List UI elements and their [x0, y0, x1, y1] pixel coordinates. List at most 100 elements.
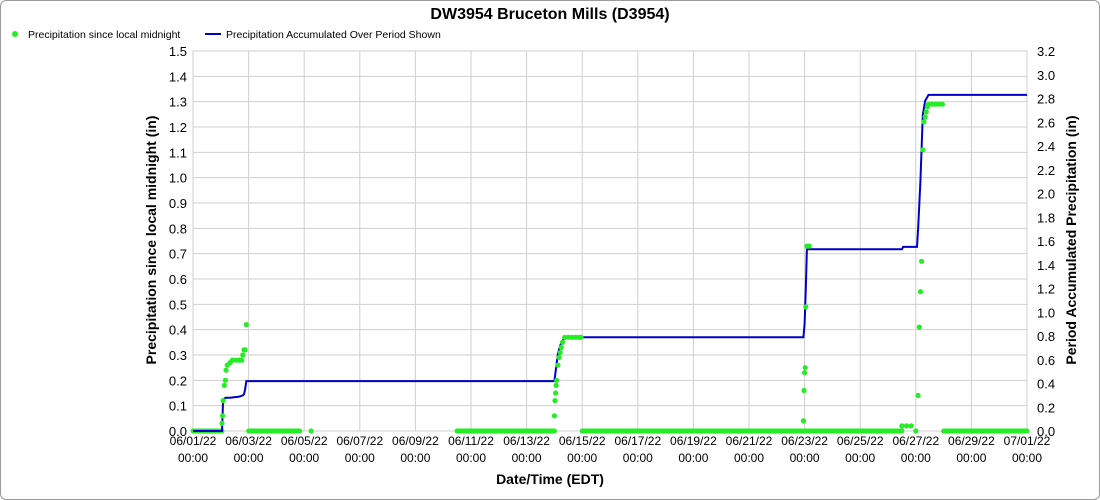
- data-point: [559, 339, 566, 345]
- data-point: [801, 387, 807, 394]
- x-tick-label-date: 06/11/22: [448, 434, 494, 448]
- data-point: [553, 382, 559, 388]
- y-tick-label: 1.2: [169, 120, 187, 135]
- data-point: [923, 109, 929, 115]
- data-point: [556, 354, 562, 361]
- x-tick-label-date: 06/05/22: [281, 434, 328, 448]
- y-tick-label: 0.4: [169, 323, 187, 338]
- y2-tick-label: 2.4: [1037, 139, 1055, 154]
- x-tick-label-date: 06/07/22: [336, 434, 383, 448]
- x-tick-label-time: 00:00: [567, 451, 597, 465]
- x-tick-label-date: 06/03/22: [225, 434, 272, 448]
- y-tick-label: 0.7: [169, 247, 187, 262]
- x-tick-label-time: 00:00: [400, 451, 430, 465]
- data-point: [551, 413, 558, 419]
- y-tick-label: 1.1: [169, 145, 187, 160]
- x-tick-label-time: 00:00: [678, 451, 708, 465]
- data-point: [222, 377, 228, 383]
- data-point: [554, 377, 560, 383]
- data-point: [219, 420, 225, 426]
- y2-tick-label: 1.6: [1037, 234, 1055, 249]
- data-point: [553, 390, 559, 396]
- y2-tick-label: 2.2: [1037, 163, 1055, 178]
- data-point: [916, 324, 922, 330]
- x-tick-label-time: 00:00: [1012, 451, 1042, 465]
- y-axis-label-left: Precipitation since local midnight (in): [143, 116, 159, 365]
- data-point: [915, 392, 921, 399]
- x-tick-label-date: 06/19/22: [670, 434, 717, 448]
- x-tick-label-time: 00:00: [456, 451, 486, 465]
- data-point: [800, 418, 807, 424]
- data-point: [223, 367, 229, 373]
- x-tick-label-date: 06/13/22: [503, 434, 550, 448]
- data-point: [555, 362, 561, 368]
- y-tick-label: 0.6: [169, 272, 187, 287]
- data-point: [221, 382, 227, 388]
- data-point: [921, 119, 927, 125]
- y-tick-label: 0.1: [169, 399, 187, 414]
- y-tick-labels-right: 0.0 0.2 0.4 0.6 0.8 1.0 1.2 1.4 1.6 1.8 2.0 2.2 2.4 2…: [1037, 44, 1055, 439]
- y-tick-label: 0.0: [169, 424, 187, 439]
- x-tick-label-time: 00:00: [956, 451, 986, 465]
- data-point: [240, 352, 246, 358]
- data-point: [308, 428, 314, 434]
- y-tick-label: 1.0: [169, 171, 187, 186]
- y-axis-label-right: Period Accumulated Precipitation (in): [1063, 115, 1079, 364]
- grid: [192, 50, 1028, 432]
- x-tick-label-date: 06/23/22: [781, 434, 828, 448]
- x-tick-label-time: 00:00: [623, 451, 653, 465]
- legend-label-accumulated: Precipitation Accumulated Over Period Sh…: [226, 29, 441, 41]
- x-tick-label-date: 06/29/22: [948, 434, 995, 448]
- y2-tick-label: 1.0: [1037, 305, 1055, 320]
- y-tick-label: 0.2: [169, 373, 187, 388]
- plot-area: [192, 50, 1028, 432]
- data-point: [899, 423, 905, 429]
- y-tick-label: 1.4: [169, 69, 187, 84]
- legend-marker-midnight: [12, 31, 18, 37]
- y2-tick-label: 3.2: [1037, 44, 1055, 59]
- x-tick-label-time: 00:00: [734, 451, 764, 465]
- data-point: [919, 258, 925, 264]
- data-point: [908, 423, 914, 429]
- y-tick-label: 0.8: [169, 221, 187, 236]
- y-tick-label: 0.5: [169, 297, 187, 312]
- legend-item-accumulated: Precipitation Accumulated Over Period Sh…: [205, 29, 441, 41]
- y2-tick-label: 2.0: [1037, 187, 1055, 202]
- x-tick-label-time: 00:00: [178, 451, 208, 465]
- x-tick-label-time: 00:00: [790, 451, 820, 465]
- y2-tick-label: 0.0: [1037, 424, 1055, 439]
- legend-item-midnight: Precipitation since local midnight: [12, 29, 180, 41]
- x-tick-label-date: 06/27/22: [892, 434, 939, 448]
- data-point: [242, 347, 248, 353]
- data-point: [552, 398, 558, 404]
- y2-tick-label: 0.6: [1037, 353, 1055, 368]
- data-point: [558, 344, 564, 350]
- chart-title: DW3954 Bruceton Mills (D3954): [430, 6, 669, 23]
- data-point: [802, 365, 808, 371]
- legend-label-midnight: Precipitation since local midnight: [28, 29, 180, 41]
- data-point: [219, 413, 226, 419]
- x-tick-label-time: 00:00: [901, 451, 931, 465]
- x-tick-label-time: 00:00: [512, 451, 542, 465]
- y2-tick-label: 1.4: [1037, 258, 1055, 273]
- y-tick-label: 1.5: [169, 44, 187, 59]
- x-tick-label-time: 00:00: [845, 451, 875, 465]
- data-point: [802, 370, 808, 376]
- x-tick-label-time: 00:00: [289, 451, 319, 465]
- y2-tick-label: 2.6: [1037, 115, 1055, 130]
- data-point: [913, 428, 919, 434]
- x-tick-labels: 06/01/22 00:00 06/03/22 00:00 06/05/22 00:00 0…: [170, 434, 1051, 465]
- x-tick-label-date: 06/09/22: [392, 434, 439, 448]
- data-point: [239, 357, 245, 363]
- y-tick-label: 0.3: [169, 348, 187, 363]
- y-tick-labels-left: 0.0 0.1 0.2 0.3 0.4 0.5 0.6 0.7 0.8 0.9 1.0 1.1 1.2 1…: [169, 44, 187, 439]
- x-axis-label: Date/Time (EDT): [496, 471, 604, 487]
- x-tick-label-date: 06/01/22: [170, 434, 217, 448]
- data-point: [803, 304, 809, 310]
- data-point: [939, 101, 946, 107]
- legend: Precipitation since local midnight Preci…: [12, 29, 441, 41]
- x-tick-label-date: 06/25/22: [837, 434, 884, 448]
- data-point: [920, 147, 926, 153]
- data-point: [220, 398, 226, 404]
